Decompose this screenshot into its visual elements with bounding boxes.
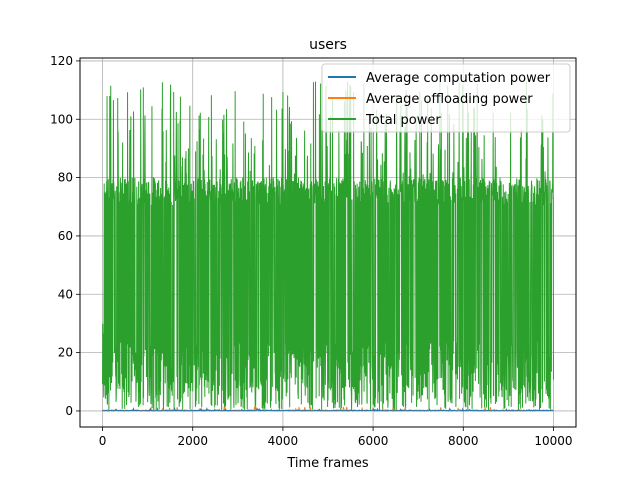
x-tick-label: 0	[99, 434, 107, 448]
series-computation-power-line	[102, 407, 554, 413]
legend-box	[321, 63, 571, 133]
chart-title: users	[309, 37, 347, 53]
y-axis: 0 20 40 60 80 100 120	[50, 54, 80, 418]
x-axis-label: Time frames	[286, 456, 368, 471]
axes-frame	[79, 57, 577, 428]
x-tick-label: 10000	[534, 434, 572, 448]
x-tick-label: 8000	[448, 434, 479, 448]
y-tick-label: 60	[58, 229, 73, 243]
y-tick-label: 100	[50, 112, 73, 126]
y-tick-label: 20	[58, 346, 73, 360]
y-tick-label: 120	[50, 54, 73, 68]
series-total-power-line	[102, 81, 554, 411]
legend-label: Total power	[365, 113, 441, 128]
legend-label: Average offloading power	[366, 92, 533, 107]
x-tick-label: 6000	[358, 434, 389, 448]
y-tick-label: 40	[58, 287, 73, 301]
x-tick-label: 2000	[177, 434, 208, 448]
y-tick-label: 0	[65, 404, 73, 418]
legend: Average computation power Average offload…	[321, 63, 571, 133]
y-tick-label: 80	[58, 171, 73, 185]
legend-label: Average computation power	[366, 71, 551, 86]
x-axis: 0 2000 4000 6000 8000 10000	[99, 427, 573, 448]
series-layer	[102, 81, 554, 413]
x-tick-label: 4000	[268, 434, 299, 448]
